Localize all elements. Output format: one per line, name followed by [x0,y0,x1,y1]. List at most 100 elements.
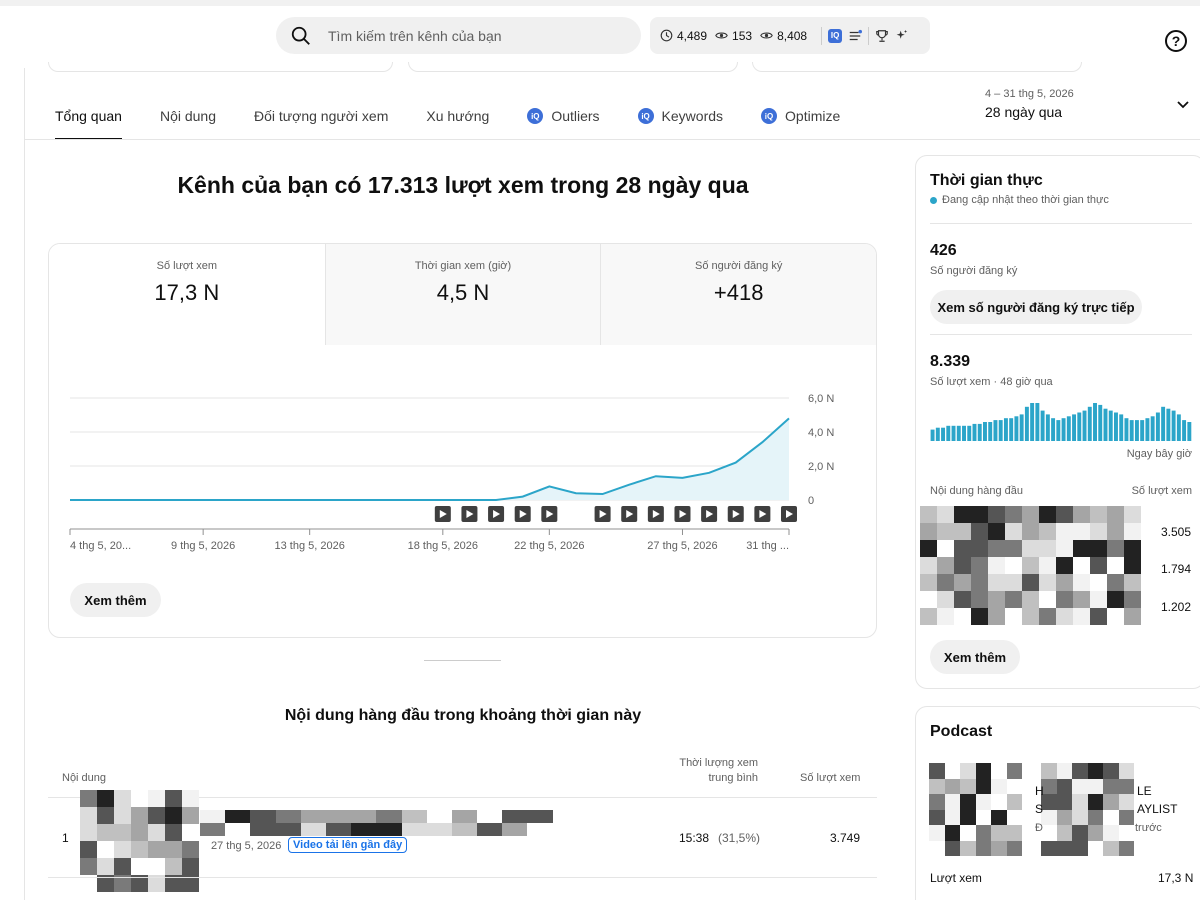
pixel [937,523,954,540]
pixel [1107,557,1124,574]
pixel [1041,840,1057,856]
pixel [937,506,954,523]
video-title[interactable] [200,810,553,836]
pixel [451,823,478,836]
video-marker-icon[interactable] [674,506,691,522]
pixel [97,790,114,807]
tab-overview[interactable]: Tổng quan [55,100,122,140]
pixel [1056,540,1073,557]
podcast-text: H [1035,784,1044,798]
realtime-views-label: Số lượt xem · 48 giờ qua [930,376,1053,388]
realtime-bar [1114,412,1118,441]
pixel [1005,608,1022,625]
search-box[interactable]: Tìm kiếm trên kênh của bạn [276,17,641,54]
pixel [97,824,114,841]
pixel [1056,840,1072,856]
pixel [920,591,937,608]
pixel [1107,574,1124,591]
date-range-picker[interactable]: 4 – 31 thg 5, 2026 28 ngày qua [985,88,1074,120]
vidiq-icon: iQ [637,108,654,124]
pixel [165,790,182,807]
metric-views[interactable]: Số lượt xem 17,3 N [49,244,325,345]
metric-watch-time[interactable]: Thời gian xem (giờ) 4,5 N [324,244,601,345]
pixel [1090,540,1107,557]
video-marker-icon[interactable] [727,506,744,522]
tab-outliers[interactable]: iQ Outliers [527,100,600,140]
video-marker-icon[interactable] [461,506,478,522]
pixel [1056,778,1072,794]
tab-audience[interactable]: Đối tượng người xem [254,108,389,124]
pixel [80,841,97,858]
pixel [1073,557,1090,574]
col-header-views[interactable]: Số lượt xem [800,772,861,784]
top-content-thumbnails[interactable] [920,506,1141,625]
video-marker-icon[interactable] [701,506,718,522]
pixel [1118,825,1134,841]
video-marker-icon[interactable] [594,506,611,522]
pixel [131,875,148,892]
realtime-bar [1024,406,1029,441]
tab-keywords[interactable]: iQ Keywords [637,100,723,140]
now-label: Ngay bây giờ [1126,448,1192,460]
tab-content[interactable]: Nội dung [159,108,216,124]
video-marker-icon[interactable] [434,506,451,522]
list-icon[interactable] [848,29,863,43]
realtime-bar [1134,420,1139,441]
video-marker-icon[interactable] [541,506,558,522]
pixel [1103,794,1119,810]
pixel [1090,574,1107,591]
pixel [1056,557,1073,574]
views-chart[interactable]: 0 2,0 N 4,0 N 6,0 N 4 thg 5, 20... 9 thg 5, 2… [49,345,877,575]
pixel [477,823,503,836]
pixel [97,875,114,892]
vidiq-icon[interactable]: IQ [828,28,843,43]
video-marker-icon[interactable] [754,506,771,522]
pixel [1090,557,1107,574]
pixel [1005,574,1022,591]
realtime-bar [998,420,1003,441]
tab-trends[interactable]: Xu hướng [426,108,490,124]
pixel [988,506,1005,523]
pixel [954,574,971,591]
pixel [351,823,377,836]
pixel [114,875,131,892]
video-marker-icon[interactable] [647,506,664,522]
pixel [182,824,199,841]
video-marker-icon[interactable] [514,506,531,522]
podcast-thumbnail[interactable] [1041,763,1134,856]
video-thumbnail[interactable] [80,790,199,892]
divider [930,334,1192,335]
pixel [80,807,97,824]
help-icon[interactable]: ? [1165,30,1187,52]
live-subscribers-button[interactable]: Xem số người đăng ký trực tiếp [930,290,1142,324]
podcast-thumbnail[interactable] [929,763,1022,856]
sparkle-icon[interactable] [895,29,908,42]
pixel [1056,523,1073,540]
chevron-down-icon[interactable] [1176,98,1190,112]
video-marker-icon[interactable] [621,506,638,522]
podcast-views-label: Lượt xem [930,871,982,885]
realtime-bar-chart[interactable] [930,401,1192,441]
vidiq-stats-pill[interactable]: 4,489 153 8,408 IQ [650,17,930,54]
date-range-dates: 4 – 31 thg 5, 2026 [985,88,1074,100]
tab-optimize[interactable]: iQ Optimize [761,100,840,140]
pixel [991,825,1007,841]
pixel [401,810,427,823]
x-tick-label: 4 thg 5, 20... [70,540,131,552]
see-more-button[interactable]: Xem thêm [70,583,161,617]
metric-subscribers[interactable]: Số người đăng ký +418 [600,244,876,345]
pixel [1124,591,1141,608]
pixel [1124,506,1141,523]
video-marker-icon[interactable] [781,506,797,522]
pixel [165,841,182,858]
pixel [250,810,276,823]
realtime-see-more-button[interactable]: Xem thêm [930,640,1020,674]
pixel [182,790,199,807]
realtime-bar [1087,406,1092,441]
series-line[interactable] [70,417,790,501]
pixel [1087,840,1103,856]
search-input[interactable]: Tìm kiếm trên kênh của bạn [328,27,502,44]
stat-watch-time: 4,489 [660,29,707,43]
trophy-icon[interactable] [875,29,889,43]
video-marker-icon[interactable] [488,506,505,522]
